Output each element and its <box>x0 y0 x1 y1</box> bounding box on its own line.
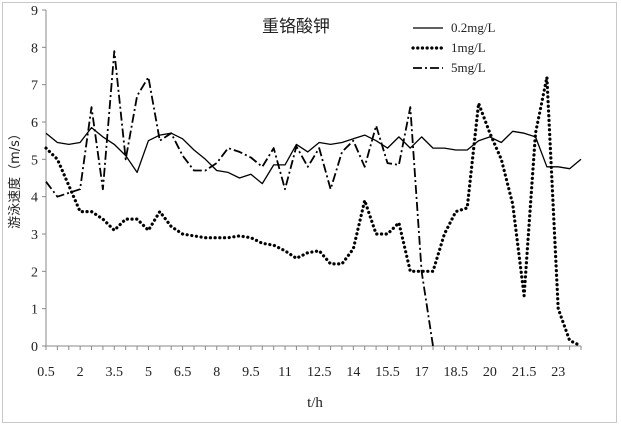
y-tick-label: 7 <box>31 79 38 94</box>
chart-title: 重铬酸钾 <box>262 17 330 37</box>
y-tick-label: 2 <box>31 265 38 280</box>
x-tick-label: 20 <box>483 365 497 380</box>
series-group <box>44 50 583 348</box>
y-tick-label: 8 <box>31 41 38 56</box>
legend-label: 1mg/L <box>451 40 486 55</box>
y-tick-label: 1 <box>31 303 38 318</box>
legend-label: 0.2mg/L <box>451 20 495 35</box>
y-tick-label: 6 <box>31 116 38 131</box>
series-line-1 <box>45 126 582 185</box>
y-tick-label: 5 <box>31 153 38 168</box>
y-axis-label: 游泳速度（m/s） <box>7 127 23 229</box>
y-tick-label: 9 <box>31 4 38 19</box>
x-tick-label: 12.5 <box>307 365 332 380</box>
series-line-3 <box>45 50 434 347</box>
x-tick-label: 18.5 <box>444 365 469 380</box>
y-tick-label: 3 <box>31 228 38 243</box>
legend-label: 5mg/L <box>451 60 486 75</box>
x-tick-label: 8 <box>213 365 220 380</box>
x-tick-label: 5 <box>145 365 152 380</box>
x-tick-label: 17 <box>415 365 429 380</box>
x-tick-label: 23 <box>551 365 565 380</box>
x-tick-label: 15.5 <box>375 365 400 380</box>
chart-frame <box>2 2 617 423</box>
legend: 0.2mg/L 1mg/L 5mg/L <box>411 20 495 75</box>
y-ticks: 0 1 2 3 4 5 6 7 8 9 <box>31 4 46 355</box>
x-tick-label: 2 <box>77 365 84 380</box>
axes <box>45 10 581 347</box>
x-tick-label: 3.5 <box>106 365 124 380</box>
x-tick-label: 21.5 <box>512 365 537 380</box>
x-ticks: 0.5 2 3.5 5 6.5 8 9.5 11 12.5 14 15.5 17 18.5 20 21.5 2… <box>37 346 582 380</box>
x-tick-label: 6.5 <box>174 365 192 380</box>
y-tick-label: 4 <box>31 191 38 206</box>
x-tick-label: 9.5 <box>242 365 260 380</box>
series-line-2 <box>44 75 583 348</box>
y-tick-label: 0 <box>31 340 38 355</box>
x-tick-label: 0.5 <box>37 365 55 380</box>
x-tick-label: 14 <box>346 365 360 380</box>
x-axis-label: t/h <box>307 395 323 411</box>
x-tick-label: 11 <box>278 365 291 380</box>
